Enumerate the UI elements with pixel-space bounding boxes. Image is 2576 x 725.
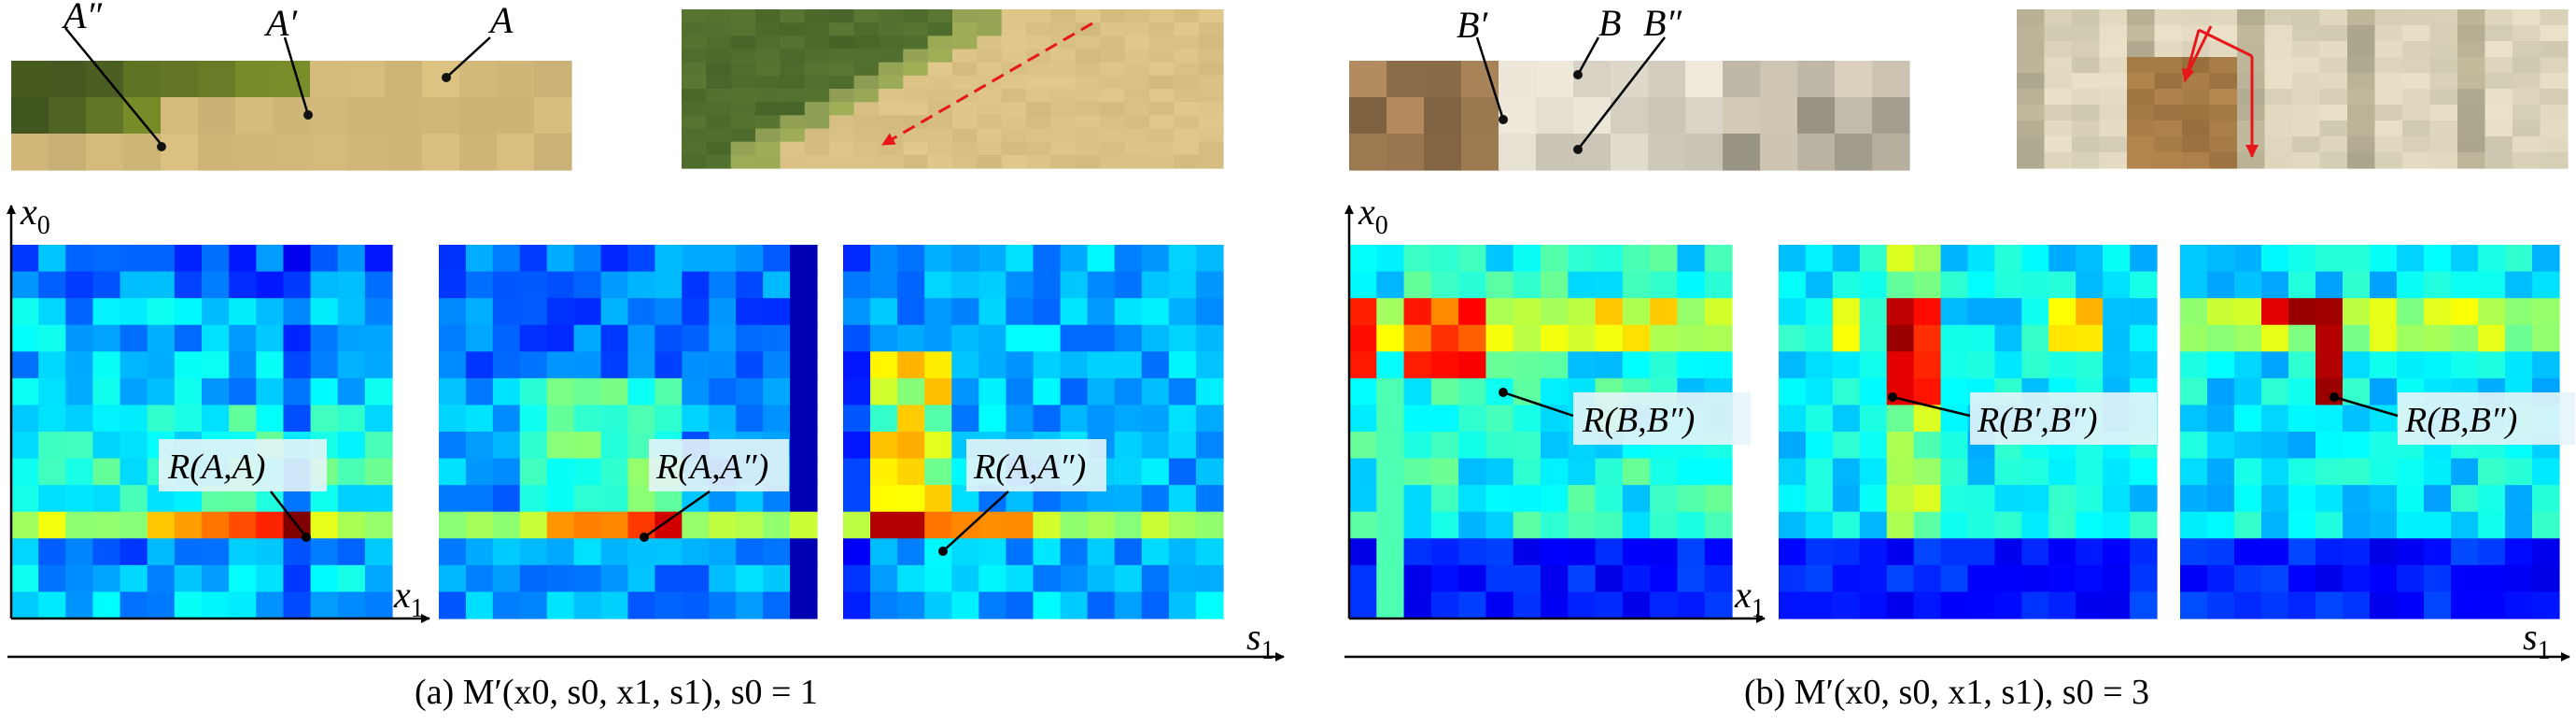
leader-a-prime <box>283 36 310 116</box>
label-b: B <box>1598 2 1621 44</box>
label-b-double: B″ <box>1643 2 1682 44</box>
heatmap-label-b-3: R(B,B″) <box>2330 392 2575 445</box>
svg-text:R(A,A″): R(A,A″) <box>655 448 768 487</box>
photo-crop-a <box>682 9 1224 169</box>
axis-label-s1-a: s1 <box>1246 616 1274 665</box>
heatmap-label-a-3: R(A,A″) <box>938 439 1106 556</box>
point-b <box>1573 70 1583 79</box>
axis-label-s1-b: s1 <box>2523 616 2551 665</box>
pixel-patch-a <box>11 61 572 171</box>
label-a-prime: A′ <box>263 2 298 44</box>
photo-crop-b <box>2017 9 2569 169</box>
leader-b-prime <box>1475 36 1505 121</box>
heatmap-label-b-1: R(B,B″) <box>1499 388 1751 445</box>
point-b-prime <box>1499 115 1508 124</box>
point-a-prime <box>303 110 313 120</box>
axis-label-x0-b: x0 <box>1358 191 1388 240</box>
heatmap-label-b-2: R(B′,B″) <box>1888 392 2157 445</box>
pixel-patch-b <box>1349 61 1910 171</box>
heatmap-a-2 <box>439 245 818 619</box>
label-a-double: A″ <box>61 0 103 36</box>
heatmap-label-a-1: R(A,A) <box>159 439 327 542</box>
panel-b: B′ B B″ R(B,B″) R(B′,B″) R( <box>1344 2 2575 712</box>
label-a: A <box>487 0 514 41</box>
arrow-branch <box>2198 28 2253 58</box>
svg-text:R(B′,B″): R(B′,B″) <box>1977 401 2098 440</box>
point-a-double <box>157 142 166 151</box>
point-a <box>442 73 451 82</box>
heatmap-b-2 <box>1779 245 2158 619</box>
caption-b: (b) M′(x0, s0, x1, s1), s0 = 3 <box>1744 673 2149 712</box>
axis-label-x1-b: x1 <box>1734 574 1765 623</box>
leader-b <box>1576 36 1600 76</box>
heatmap-a-1 <box>11 245 393 619</box>
svg-text:R(B,B″): R(B,B″) <box>2404 401 2517 440</box>
axis-label-x0-a: x0 <box>20 191 50 240</box>
heatmap-label-a-2: R(A,A″) <box>640 439 789 542</box>
svg-text:R(A,A″): R(A,A″) <box>973 448 1086 487</box>
caption-a: (a) M′(x0, s0, x1, s1), s0 = 1 <box>415 673 818 712</box>
arrow-left <box>2181 29 2201 82</box>
heatmap-a-3 <box>843 245 1224 619</box>
point-b-double <box>1573 145 1583 154</box>
leader-a-double <box>64 27 162 146</box>
leader-b-double <box>1577 36 1666 150</box>
leader-a <box>445 36 491 78</box>
svg-text:R(A,A): R(A,A) <box>167 448 265 487</box>
svg-text:R(B,B″): R(B,B″) <box>1582 401 1695 440</box>
axis-label-x1-a: x1 <box>393 574 424 623</box>
panel-a: A″ A′ A R(A,A) R(A,A″) R(A,A″) <box>6 0 1285 712</box>
label-b-prime: B′ <box>1457 4 1488 46</box>
